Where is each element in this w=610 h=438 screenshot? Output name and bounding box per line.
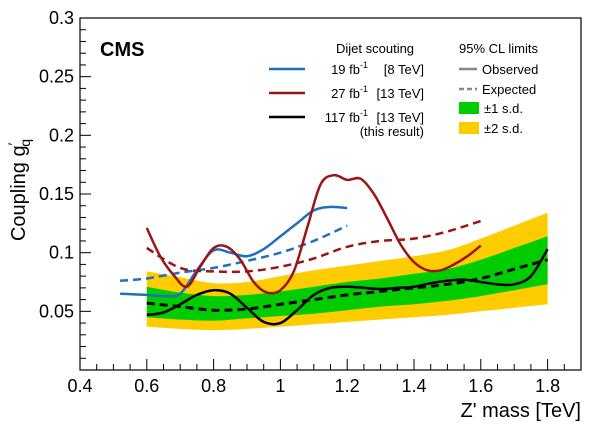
legend-lumi-27fb: 27 fb-1 — [331, 84, 368, 101]
legend-energy-19fb: [8 TeV] — [384, 62, 424, 77]
series-exp_19 — [119, 224, 348, 283]
x-tick-label: 1.8 — [535, 376, 560, 396]
legend-left: Dijet scouting 19 fb-1 [8 TeV] 27 fb-1 [… — [269, 41, 424, 139]
x-axis-title: Z' mass [TeV] — [460, 400, 581, 422]
y-tick-label: 0.25 — [39, 67, 74, 87]
series-obs_117 — [146, 248, 549, 326]
y-tick-label: 0.15 — [39, 184, 74, 204]
legend-1sd-label: ±1 s.d. — [484, 101, 523, 116]
x-tick-label: 0.4 — [67, 376, 92, 396]
y-tick-label: 0.3 — [49, 8, 74, 28]
y-tick-label: 0.05 — [39, 301, 74, 321]
legend-1sd-swatch — [459, 102, 479, 114]
legend-energy-27fb: [13 TeV] — [377, 86, 424, 101]
legend-right: 95% CL limits Observed Expected ±1 s.d. … — [459, 41, 538, 136]
legend-left-header: Dijet scouting — [336, 41, 414, 56]
legend-2sd-swatch — [459, 122, 479, 134]
legend-right-header: 95% CL limits — [459, 41, 538, 56]
y-axis-title: Coupling g′q — [5, 139, 33, 241]
band-band1 — [146, 236, 548, 321]
y-axis-title-sup: ′ — [5, 142, 21, 145]
plot-content — [119, 173, 549, 331]
series-obs_27 — [145, 173, 482, 295]
legend-lumi-19fb: 19 fb-1 — [331, 60, 368, 77]
legend-observed-label: Observed — [482, 62, 538, 77]
axis-ticks — [79, 17, 582, 371]
x-tick-label: 1.6 — [468, 376, 493, 396]
x-tick-label: 0.6 — [134, 376, 159, 396]
series-exp_117 — [146, 258, 549, 312]
y-axis-title-main: Coupling g — [8, 145, 30, 241]
x-tick-label: 1.4 — [401, 376, 426, 396]
x-tick-label: 1 — [275, 376, 285, 396]
legend-energy-117fb: [13 TeV] — [377, 110, 424, 125]
legend-lumi-117fb: 117 fb-1 — [325, 108, 368, 125]
x-tick-label: 0.8 — [201, 376, 226, 396]
series-exp_27 — [146, 219, 482, 274]
x-tick-label: 1.2 — [335, 376, 360, 396]
legend-expected-label: Expected — [482, 82, 536, 97]
experiment-label: CMS — [100, 39, 144, 61]
legend-2sd-label: ±2 s.d. — [484, 121, 523, 136]
y-axis-title-sub: q — [17, 139, 33, 147]
tick-labels: 0.4 0.6 0.8 1 1.2 1.4 1.6 1.8 0.05 0.1 0.15 0.2 0.25… — [39, 8, 560, 396]
legend-left-footer: (this result) — [360, 124, 424, 139]
y-tick-label: 0.2 — [49, 125, 74, 145]
y-tick-label: 0.1 — [49, 243, 74, 263]
